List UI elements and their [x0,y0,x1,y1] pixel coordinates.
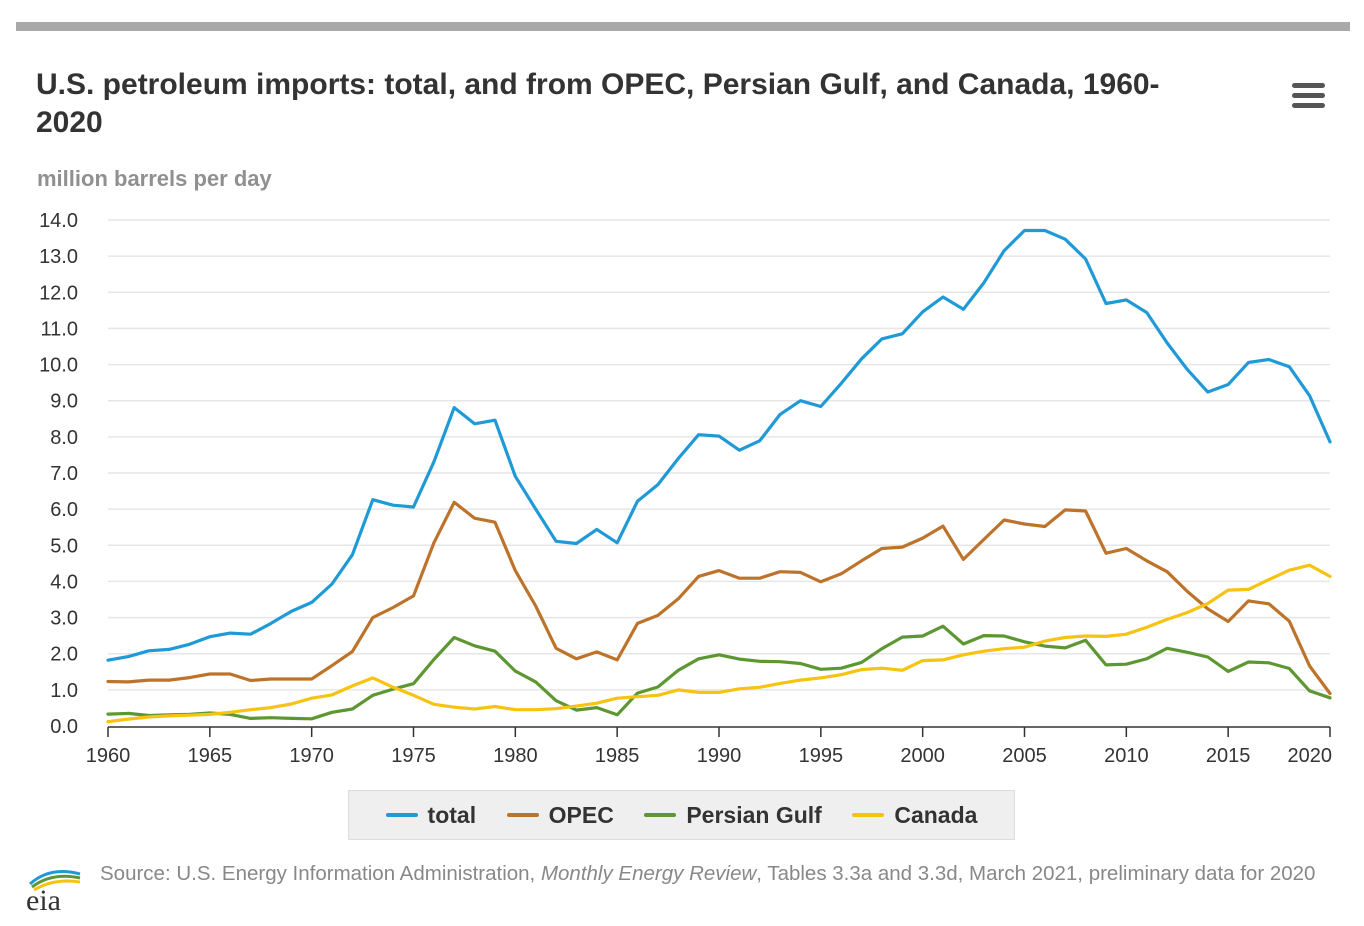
source-prefix: Source: U.S. Energy Information Administ… [100,862,541,885]
x-tick-label: 1990 [697,745,742,767]
y-tick-label: 14.0 [39,210,78,232]
y-tick-label: 3.0 [50,608,78,630]
source-note: Source: U.S. Energy Information Administ… [100,860,1320,888]
legend-label-total: total [427,801,477,828]
x-axis: 1960 1965 1970 1975 1980 1985 1990 1995 2000 2005… [86,726,1333,767]
hamburger-menu-icon[interactable] [1288,80,1328,112]
x-tick-label: 1975 [391,745,436,767]
legend-item-opec[interactable]: OPEC [506,801,614,829]
legend-label-canada: Canada [894,801,978,828]
legend-swatch-canada [852,813,885,817]
eia-logo-icon: eia [26,870,81,914]
legend-label-opec: OPEC [548,801,614,828]
y-tick-label: 10.0 [39,355,78,377]
series-line-opec [106,500,1332,696]
header-bar [16,22,1350,31]
source-publication: Monthly Energy Review [540,862,757,885]
y-tick-label: 6.0 [50,499,78,521]
x-tick-label: 2015 [1206,745,1251,767]
x-tick-label: 2005 [1002,745,1047,767]
logo-text: eia [26,884,61,914]
legend-swatch-persian-gulf [644,813,677,817]
y-tick-label: 0.0 [50,716,78,738]
legend: total OPEC Persian Gulf Canada [348,790,1015,840]
legend-item-total[interactable]: total [385,801,477,829]
y-tick-label: 7.0 [50,463,78,485]
y-axis-ticks: 0.0 1.0 2.0 3.0 4.0 5.0 6.0 7.0 8.0 9.0 10.0 11.0 12… [39,210,78,738]
y-tick-label: 1.0 [50,680,78,702]
legend-swatch-total [385,813,418,817]
legend-label-persian-gulf: Persian Gulf [686,801,822,828]
legend-item-persian-gulf[interactable]: Persian Gulf [644,801,822,829]
y-tick-label: 9.0 [50,391,78,413]
y-tick-label: 5.0 [50,535,78,557]
y-tick-label: 13.0 [39,246,78,268]
series-lines [106,228,1332,724]
series-line-canada [106,563,1332,724]
y-tick-label: 2.0 [50,644,78,666]
x-tick-label: 1960 [86,745,131,767]
x-tick-label: 1985 [595,745,640,767]
y-axis-title: million barrels per day [37,166,272,191]
legend-swatch-opec [506,813,539,817]
source-suffix: , Tables 3.3a and 3.3d, March 2021, prel… [756,862,1316,885]
series-line-total [106,228,1332,662]
chart-title: U.S. petroleum imports: total, and from … [36,68,1160,139]
line-chart: 0.0 1.0 2.0 3.0 4.0 5.0 6.0 7.0 8.0 9.0 10.0 11.0 12… [39,210,1333,767]
x-tick-label: 2000 [900,745,945,767]
x-tick-label: 1970 [289,745,334,767]
x-tick-label: 1980 [493,745,538,767]
y-tick-label: 12.0 [39,282,78,304]
legend-item-canada[interactable]: Canada [852,802,977,829]
y-tick-label: 4.0 [50,571,78,593]
series-line-persian-gulf [106,624,1332,721]
x-tick-label: 2010 [1104,745,1149,767]
y-tick-label: 11.0 [41,318,78,340]
x-tick-label: 1965 [188,745,233,767]
gridlines [108,219,1330,691]
x-tick-label: 2020 [1288,745,1333,767]
y-tick-label: 8.0 [50,427,78,449]
x-tick-label: 1995 [799,745,844,767]
